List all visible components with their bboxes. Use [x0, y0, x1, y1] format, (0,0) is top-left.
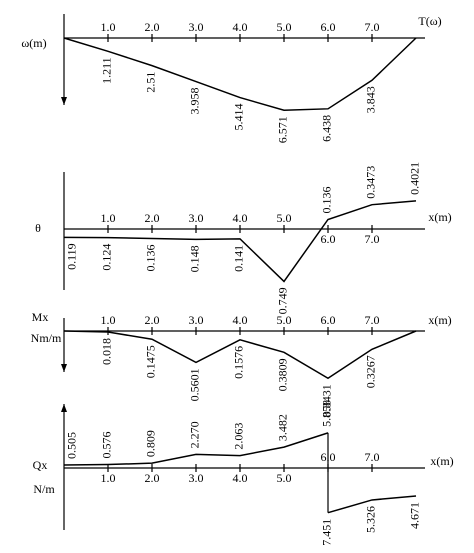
x-tick-label: 7.0	[365, 232, 380, 246]
x-axis-label: T(ω)	[418, 14, 441, 28]
data-label: 0.136	[144, 245, 158, 272]
x-tick-label: 6.0	[321, 20, 336, 34]
data-label: 0.141	[232, 245, 246, 272]
data-label: 0.124	[100, 244, 114, 271]
data-label: 5.326	[364, 506, 378, 533]
axis-arrow	[61, 97, 67, 105]
curve	[63, 432, 329, 466]
x-tick-label: 3.0	[189, 20, 204, 34]
x-tick-label: 5.0	[277, 471, 292, 485]
x-tick-label: 7.0	[365, 20, 380, 34]
data-label: 2.51	[144, 72, 158, 93]
data-label: 6.571	[276, 116, 290, 143]
x-tick-label: 1.0	[101, 211, 116, 225]
x-tick-label: 4.0	[233, 313, 248, 327]
x-tick-label: 3.0	[189, 471, 204, 485]
data-label: 5.414	[232, 104, 246, 131]
data-label: 2.063	[232, 423, 246, 450]
axis-arrow	[61, 404, 67, 412]
data-label: 1.211	[100, 57, 114, 84]
x-tick-label: 1.0	[101, 471, 116, 485]
x-tick-label: 6.0	[321, 313, 336, 327]
x-tick-label: 6.0	[321, 232, 336, 246]
data-label: 0.809	[144, 430, 158, 457]
curve	[327, 495, 417, 514]
x-tick-label: 7.0	[365, 450, 380, 464]
x-tick-label: 5.0	[277, 313, 292, 327]
x-tick-label: 1.0	[101, 20, 116, 34]
x-axis-label: x(m)	[428, 313, 451, 327]
data-label: 0.576	[100, 432, 114, 459]
curve	[63, 330, 417, 380]
x-tick-label: 5.0	[277, 20, 292, 34]
axis-arrow	[61, 364, 67, 372]
data-label: 0.1576	[232, 346, 246, 379]
x-tick-label: 2.0	[145, 211, 160, 225]
x-tick-label: 2.0	[145, 20, 160, 34]
y-axis-label: ω(m)	[21, 36, 46, 50]
data-label: 4.671	[408, 502, 422, 529]
data-label: 0.119	[65, 243, 79, 270]
data-label: 0.4021	[408, 162, 422, 195]
data-label: 6.438	[320, 115, 334, 142]
data-label: 0.3473	[364, 166, 378, 199]
x-tick-label: 4.0	[233, 471, 248, 485]
data-label: 0.749	[276, 287, 290, 314]
x-tick-label: 1.0	[101, 313, 116, 327]
data-label: 2.270	[188, 421, 202, 448]
data-label: 0.505	[65, 432, 79, 459]
curve	[63, 200, 417, 283]
y-axis-label: Qx	[33, 458, 48, 472]
data-label: 0.018	[100, 338, 114, 365]
x-tick-label: 2.0	[145, 313, 160, 327]
data-label: 7.451	[320, 519, 334, 546]
x-tick-label: 2.0	[145, 471, 160, 485]
data-label: 0.148	[188, 245, 202, 272]
data-label: 0.8431	[320, 384, 334, 417]
data-label: 0.136	[320, 186, 334, 213]
data-label: 5.858	[320, 400, 334, 427]
x-tick-label: 4.0	[233, 20, 248, 34]
y-axis-unit: N/m	[33, 482, 55, 496]
x-tick-label: 7.0	[365, 313, 380, 327]
data-label: 0.5601	[188, 368, 202, 401]
x-tick-label: 3.0	[189, 211, 204, 225]
data-label: 3.482	[276, 414, 290, 441]
x-tick-label: 4.0	[233, 211, 248, 225]
x-axis-label: x(m)	[428, 210, 451, 224]
data-label: 0.3809	[276, 358, 290, 391]
data-label: 3.958	[188, 88, 202, 115]
x-tick-label: 3.0	[189, 313, 204, 327]
y-axis-label: θ	[35, 221, 41, 235]
x-tick-label: 5.0	[277, 211, 292, 225]
data-label: 0.1475	[144, 345, 158, 378]
y-axis-unit: Nm/m	[31, 331, 62, 345]
data-label: 3.843	[364, 86, 378, 113]
y-axis-label: Mx	[32, 310, 49, 324]
data-label: 0.3267	[364, 355, 378, 388]
x-axis-label: x(m)	[430, 454, 453, 468]
curve	[63, 37, 417, 112]
